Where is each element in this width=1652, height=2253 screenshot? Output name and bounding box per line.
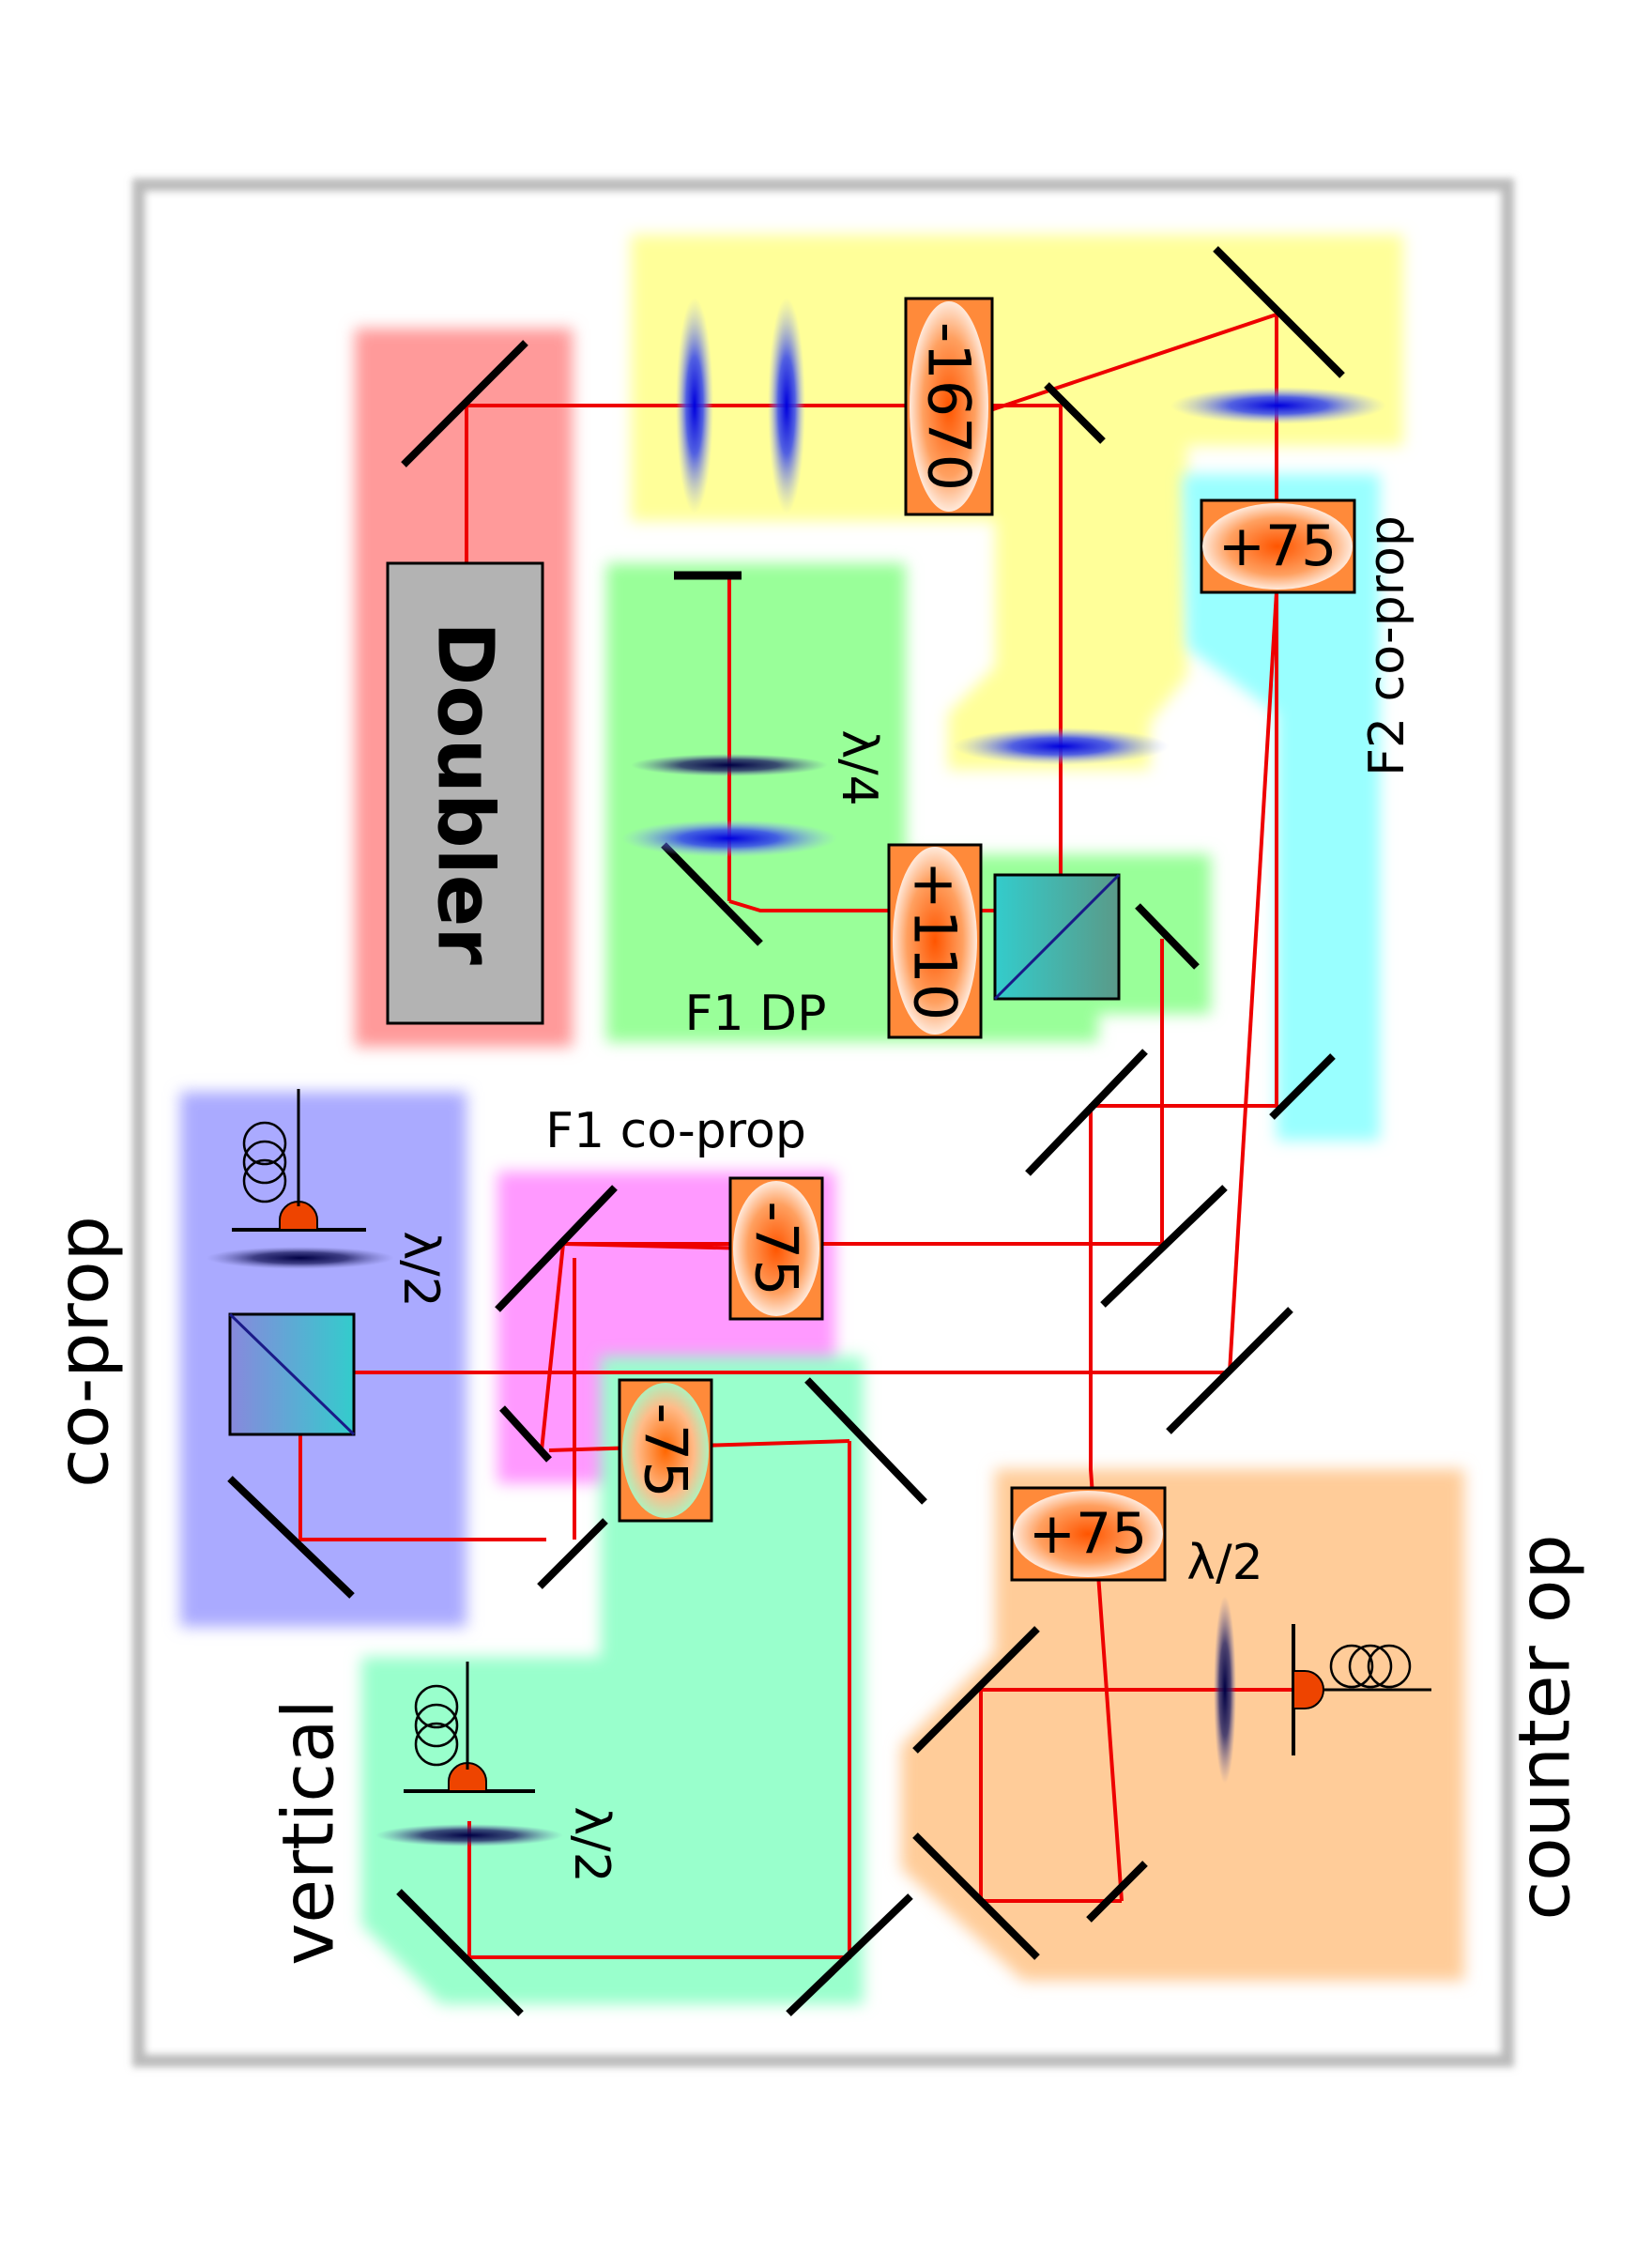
fiber-coupler-counter <box>1292 1624 1431 1755</box>
lambda-2-counter-label: λ/2 <box>1186 1535 1262 1591</box>
mirror-icon <box>1213 246 1345 378</box>
lambda-2-vertical-label: λ/2 <box>563 1806 620 1882</box>
mirror-icon <box>804 1377 927 1505</box>
fiber-coupler-icon <box>1293 1670 1324 1709</box>
mirror-icon <box>1166 1307 1293 1434</box>
mirror-icon <box>1269 1053 1336 1120</box>
waveplate-icon <box>631 754 828 776</box>
fiber-coil-icon <box>414 1684 459 1767</box>
lambda-2-coprop-label: λ/2 <box>392 1231 449 1307</box>
mirror-icon <box>912 1832 1040 1960</box>
beam-splitter-coprop <box>228 1312 356 1436</box>
aom-110: +110 <box>887 843 983 1039</box>
mirror-icon <box>227 1476 355 1599</box>
lenses <box>206 298 1386 1847</box>
fiber-coupler-icon <box>279 1201 318 1231</box>
aom-110-label: +110 <box>901 861 970 1020</box>
aom-75-f1: -75 <box>728 1176 824 1321</box>
mirror-icon <box>537 1518 608 1589</box>
aom-75-counter: +75 <box>1010 1486 1167 1582</box>
mirror-icon <box>495 1185 618 1312</box>
mirror-icon <box>499 1405 552 1463</box>
mirror-icon <box>1044 382 1106 444</box>
aom-75-vertical: -75 <box>618 1378 713 1523</box>
mirror-icon <box>1086 1861 1148 1923</box>
mirror-icon <box>661 842 763 946</box>
mirror-icon <box>1025 1049 1148 1176</box>
fiber-coupler-icon <box>448 1762 487 1792</box>
mirrors <box>227 246 1345 2016</box>
mirror-icon <box>1135 903 1200 970</box>
fiber-coil-icon <box>242 1121 287 1203</box>
lens-icon <box>1170 387 1386 424</box>
lens-icon <box>768 298 805 513</box>
mirror-icon <box>786 1893 913 2016</box>
mirror-icon <box>912 1626 1040 1754</box>
fiber-coupler-coprop <box>232 1089 366 1232</box>
waveplate-icon <box>206 1247 394 1269</box>
fiber-coupler-vertical <box>404 1662 535 1793</box>
mirror-icon <box>401 340 528 467</box>
lens-icon <box>621 820 837 857</box>
counterop-region <box>901 1469 1464 1981</box>
waveplate-icon <box>1214 1596 1236 1784</box>
mirror-icon <box>1100 1185 1228 1308</box>
mirror-icon <box>396 1889 524 2016</box>
aom-75-vertical-label: -75 <box>632 1402 700 1497</box>
doubler-label: Doubler <box>421 621 510 965</box>
aom-1670-label: -1670 <box>915 322 984 491</box>
aom-75-f2: +75 <box>1200 498 1356 594</box>
fiber-coil-icon <box>1329 1644 1412 1689</box>
waveplate-icon <box>375 1824 563 1847</box>
lens-icon <box>953 728 1169 765</box>
aom-75-f1-label: -75 <box>742 1201 811 1295</box>
f1-dp-label: F1 DP <box>685 986 827 1042</box>
beam-splitter-f1 <box>993 873 1121 1001</box>
coprop-label: co-prop <box>41 1216 125 1488</box>
vertical-label: vertical <box>267 1699 350 1965</box>
lens-icon <box>676 298 713 513</box>
aom-75-f2-label: +75 <box>1218 513 1338 579</box>
counter-op-label: counter op <box>1503 1534 1586 1920</box>
aom-1670: -1670 <box>904 297 994 516</box>
f2-coprop-label: F2 co-prop <box>1359 515 1415 776</box>
doubler-box <box>386 561 544 1025</box>
yellow-region <box>631 235 1403 770</box>
aom-75-counter-label: +75 <box>1029 1501 1148 1567</box>
lambda-4-label: λ/4 <box>831 729 887 805</box>
f2-coprop-region <box>1183 474 1380 1141</box>
f1-coprop-label: F1 co-prop <box>545 1103 806 1159</box>
